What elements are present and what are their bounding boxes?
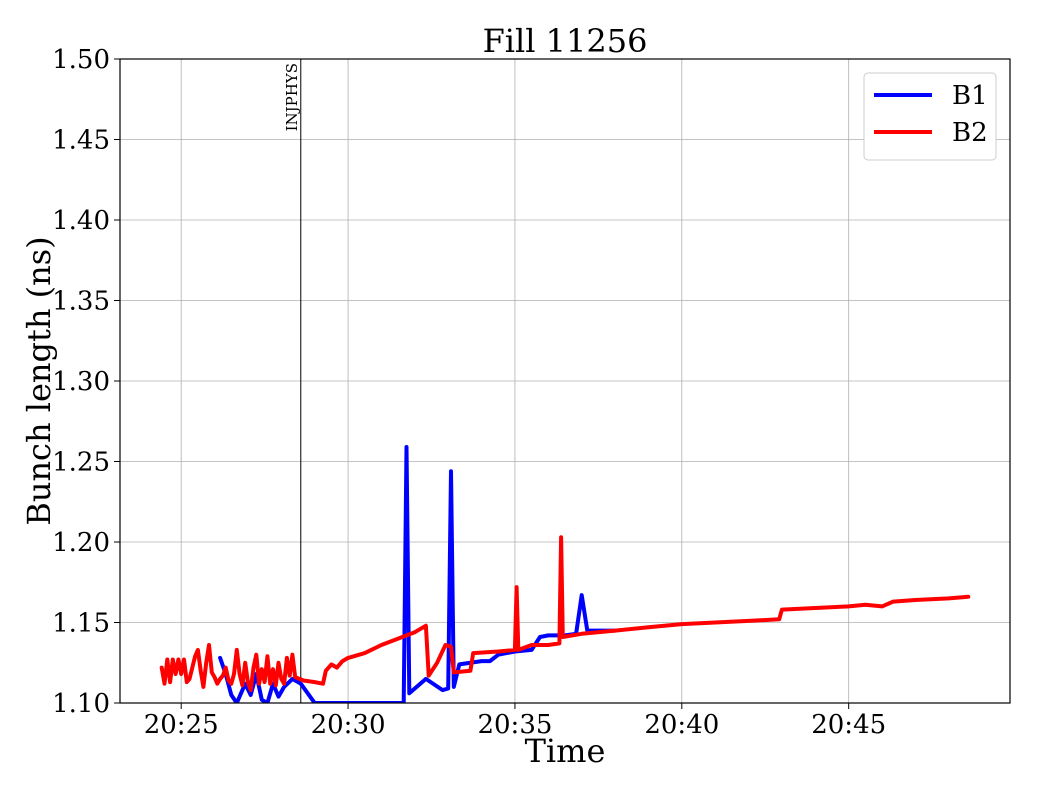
x-axis-label: Time: [525, 732, 606, 770]
y-axis-label: Bunch length (ns): [20, 236, 58, 525]
x-tick-label: 20:30: [311, 710, 386, 740]
event-marker-label: INJPHYS: [283, 63, 301, 131]
legend-label-b1: B1: [952, 81, 988, 111]
series-line-b2: [159, 535, 971, 693]
y-tick-label: 1.10: [52, 689, 110, 719]
series-lines: [159, 445, 971, 703]
y-tick-label: 1.20: [52, 528, 110, 558]
series-line-b1: [218, 445, 618, 703]
axis-ticks: 20:25 20:30 20:35 20:40 20:45 1.10 1.15 1.20 1.2…: [52, 45, 886, 740]
legend: B1 B2: [863, 72, 997, 161]
y-tick-label: 1.30: [52, 367, 110, 397]
y-tick-label: 1.40: [52, 206, 110, 236]
event-markers: INJPHYS: [283, 59, 302, 703]
chart-title: Fill 11256: [483, 22, 648, 60]
y-tick-label: 1.50: [52, 45, 110, 75]
x-tick-label: 20:45: [811, 710, 886, 740]
y-tick-label: 1.45: [52, 126, 110, 156]
y-tick-label: 1.35: [52, 287, 110, 317]
x-tick-label: 20:35: [477, 710, 552, 740]
x-tick-label: 20:25: [144, 710, 219, 740]
legend-label-b2: B2: [952, 118, 988, 148]
y-tick-label: 1.25: [52, 448, 110, 478]
y-tick-label: 1.15: [52, 609, 110, 639]
x-tick-label: 20:40: [644, 710, 719, 740]
